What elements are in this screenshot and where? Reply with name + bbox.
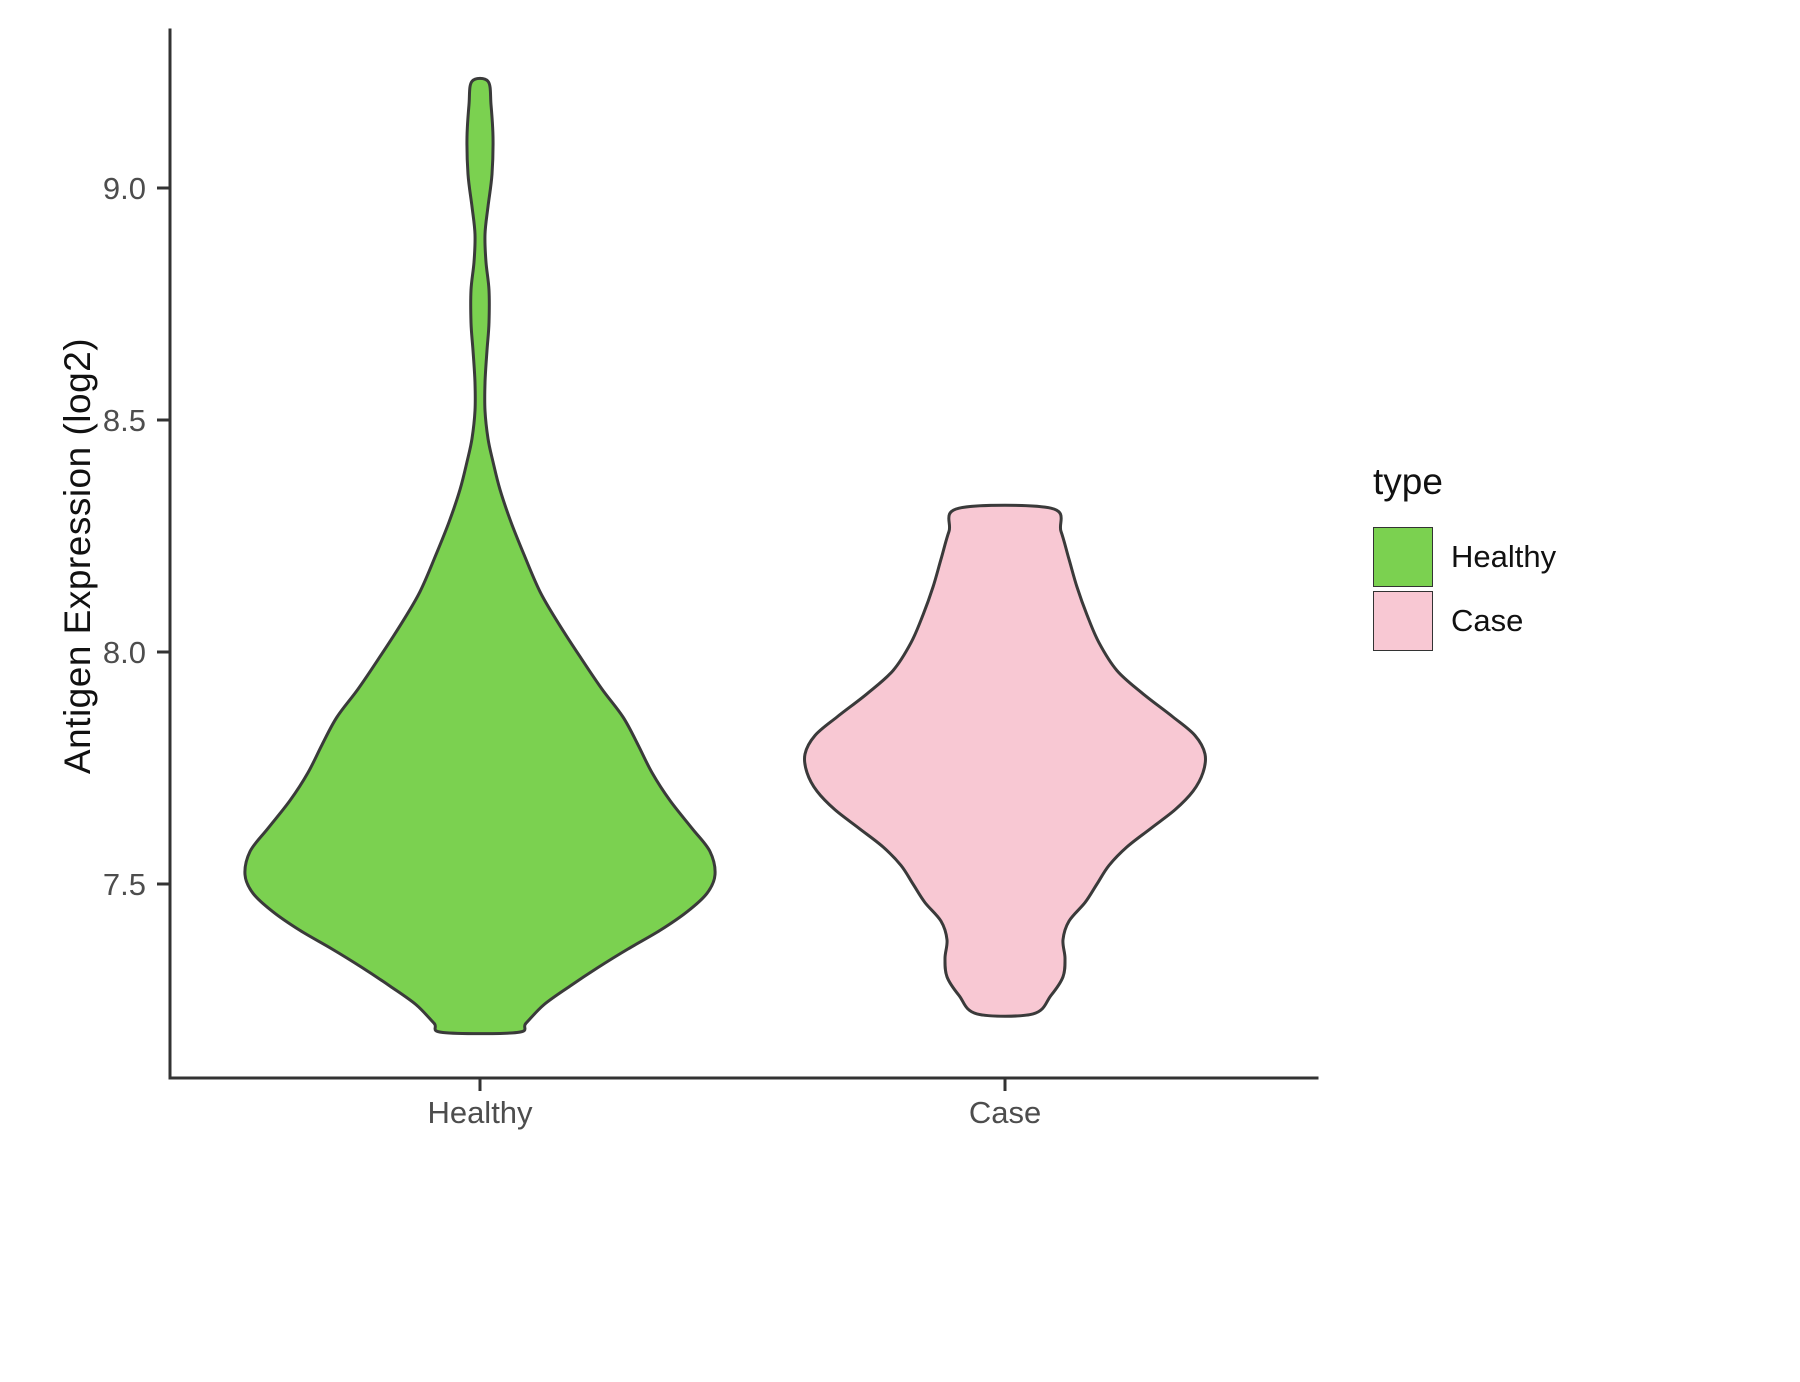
y-tick-label: 8.0 [103,635,146,670]
legend-title: type [1373,461,1443,502]
axes [157,28,1319,1091]
tick-labels: 7.5 8.0 8.5 9.0 Healthy Case [103,171,1041,1130]
legend-swatch-case [1373,591,1433,651]
legend: type Healthy Case [1373,461,1556,653]
legend-label: Healthy [1451,539,1557,574]
legend-entries: Healthy Case [1373,525,1556,653]
violin-healthy [243,76,717,1036]
plot-area: 7.5 8.0 8.5 9.0 Healthy Case [103,28,1319,1130]
axis-lines [168,28,1319,1080]
violin-case [802,503,1208,1018]
legend-entry-healthy: Healthy [1373,525,1556,589]
x-tick-label-healthy: Healthy [427,1095,533,1130]
y-tick-label: 9.0 [103,171,146,206]
legend-entry-case: Case [1373,589,1556,653]
violin-shapes [243,76,1208,1036]
x-tick-label-case: Case [969,1095,1041,1130]
violin-chart: Antigen Expression (log2) 7.5 8.0 8.5 9.0 He… [40,16,1800,1366]
y-tick-label: 8.5 [103,403,146,438]
y-tick-label: 7.5 [103,867,146,902]
legend-swatch-healthy [1373,527,1433,587]
legend-label: Case [1451,603,1524,638]
